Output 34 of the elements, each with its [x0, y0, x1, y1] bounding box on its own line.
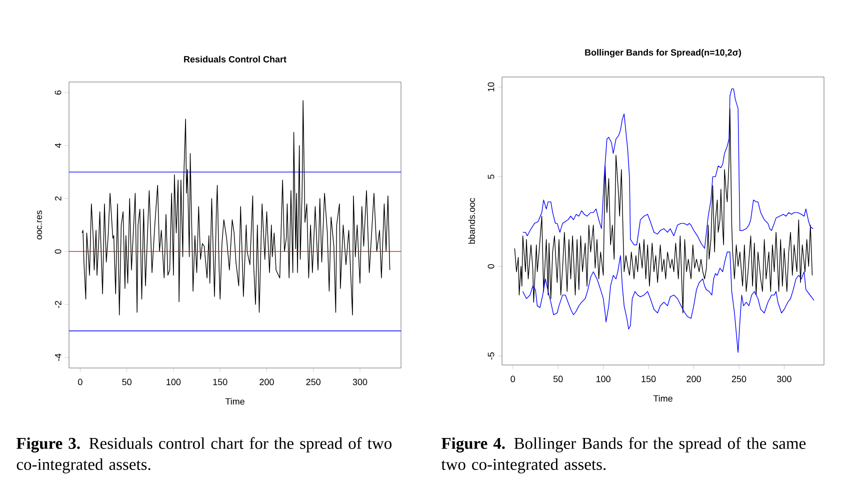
y-tick-label: 10: [488, 82, 494, 92]
y-tick-label: -4: [55, 354, 62, 361]
x-tick-label: 150: [213, 378, 228, 386]
x-axis-title: Time: [225, 398, 244, 405]
y-tick-label: 2: [54, 196, 62, 201]
line-series: [514, 108, 813, 314]
x-tick-label: 200: [686, 376, 701, 382]
y-tick-label: 0: [488, 264, 494, 269]
x-tick-label: 50: [122, 378, 132, 386]
text: Figure 4. Bollinger Bands for the spread of the same two co-integrated assets.: [441, 437, 806, 474]
y-tick-label: -5: [488, 352, 494, 360]
text: Figure 3. Residuals control chart for the spread of two co-integrated assets.: [16, 437, 392, 474]
x-tick-label: 100: [596, 376, 610, 382]
x-tick-label: 300: [352, 378, 368, 386]
chart-title: Bollinger Bands for Spread(n=10,2σ): [585, 49, 742, 58]
x-tick-label: 100: [166, 378, 181, 386]
y-tick-label: 5: [488, 174, 494, 179]
chart-title: Residuals Control Chart: [184, 56, 286, 62]
x-tick-label: 50: [553, 376, 563, 382]
x-tick-label: 0: [78, 378, 82, 386]
line-series: [82, 100, 390, 316]
y-tick-label: 6: [54, 90, 62, 95]
y-tick-label: 4: [55, 143, 62, 148]
y-tick-label: -2: [54, 300, 62, 308]
x-axis-title: Time: [653, 395, 672, 402]
x-tick-label: 200: [260, 378, 274, 386]
x-tick-label: 300: [777, 376, 792, 382]
y-axis-title: ooc.res: [37, 210, 42, 240]
x-tick-label: 250: [306, 378, 320, 386]
x-tick-label: 250: [732, 376, 746, 382]
y-axis-title: bbands.ooc: [468, 198, 475, 244]
x-tick-label: 150: [642, 376, 656, 382]
x-tick-label: 0: [510, 376, 516, 382]
y-tick-label: 0: [54, 249, 62, 254]
